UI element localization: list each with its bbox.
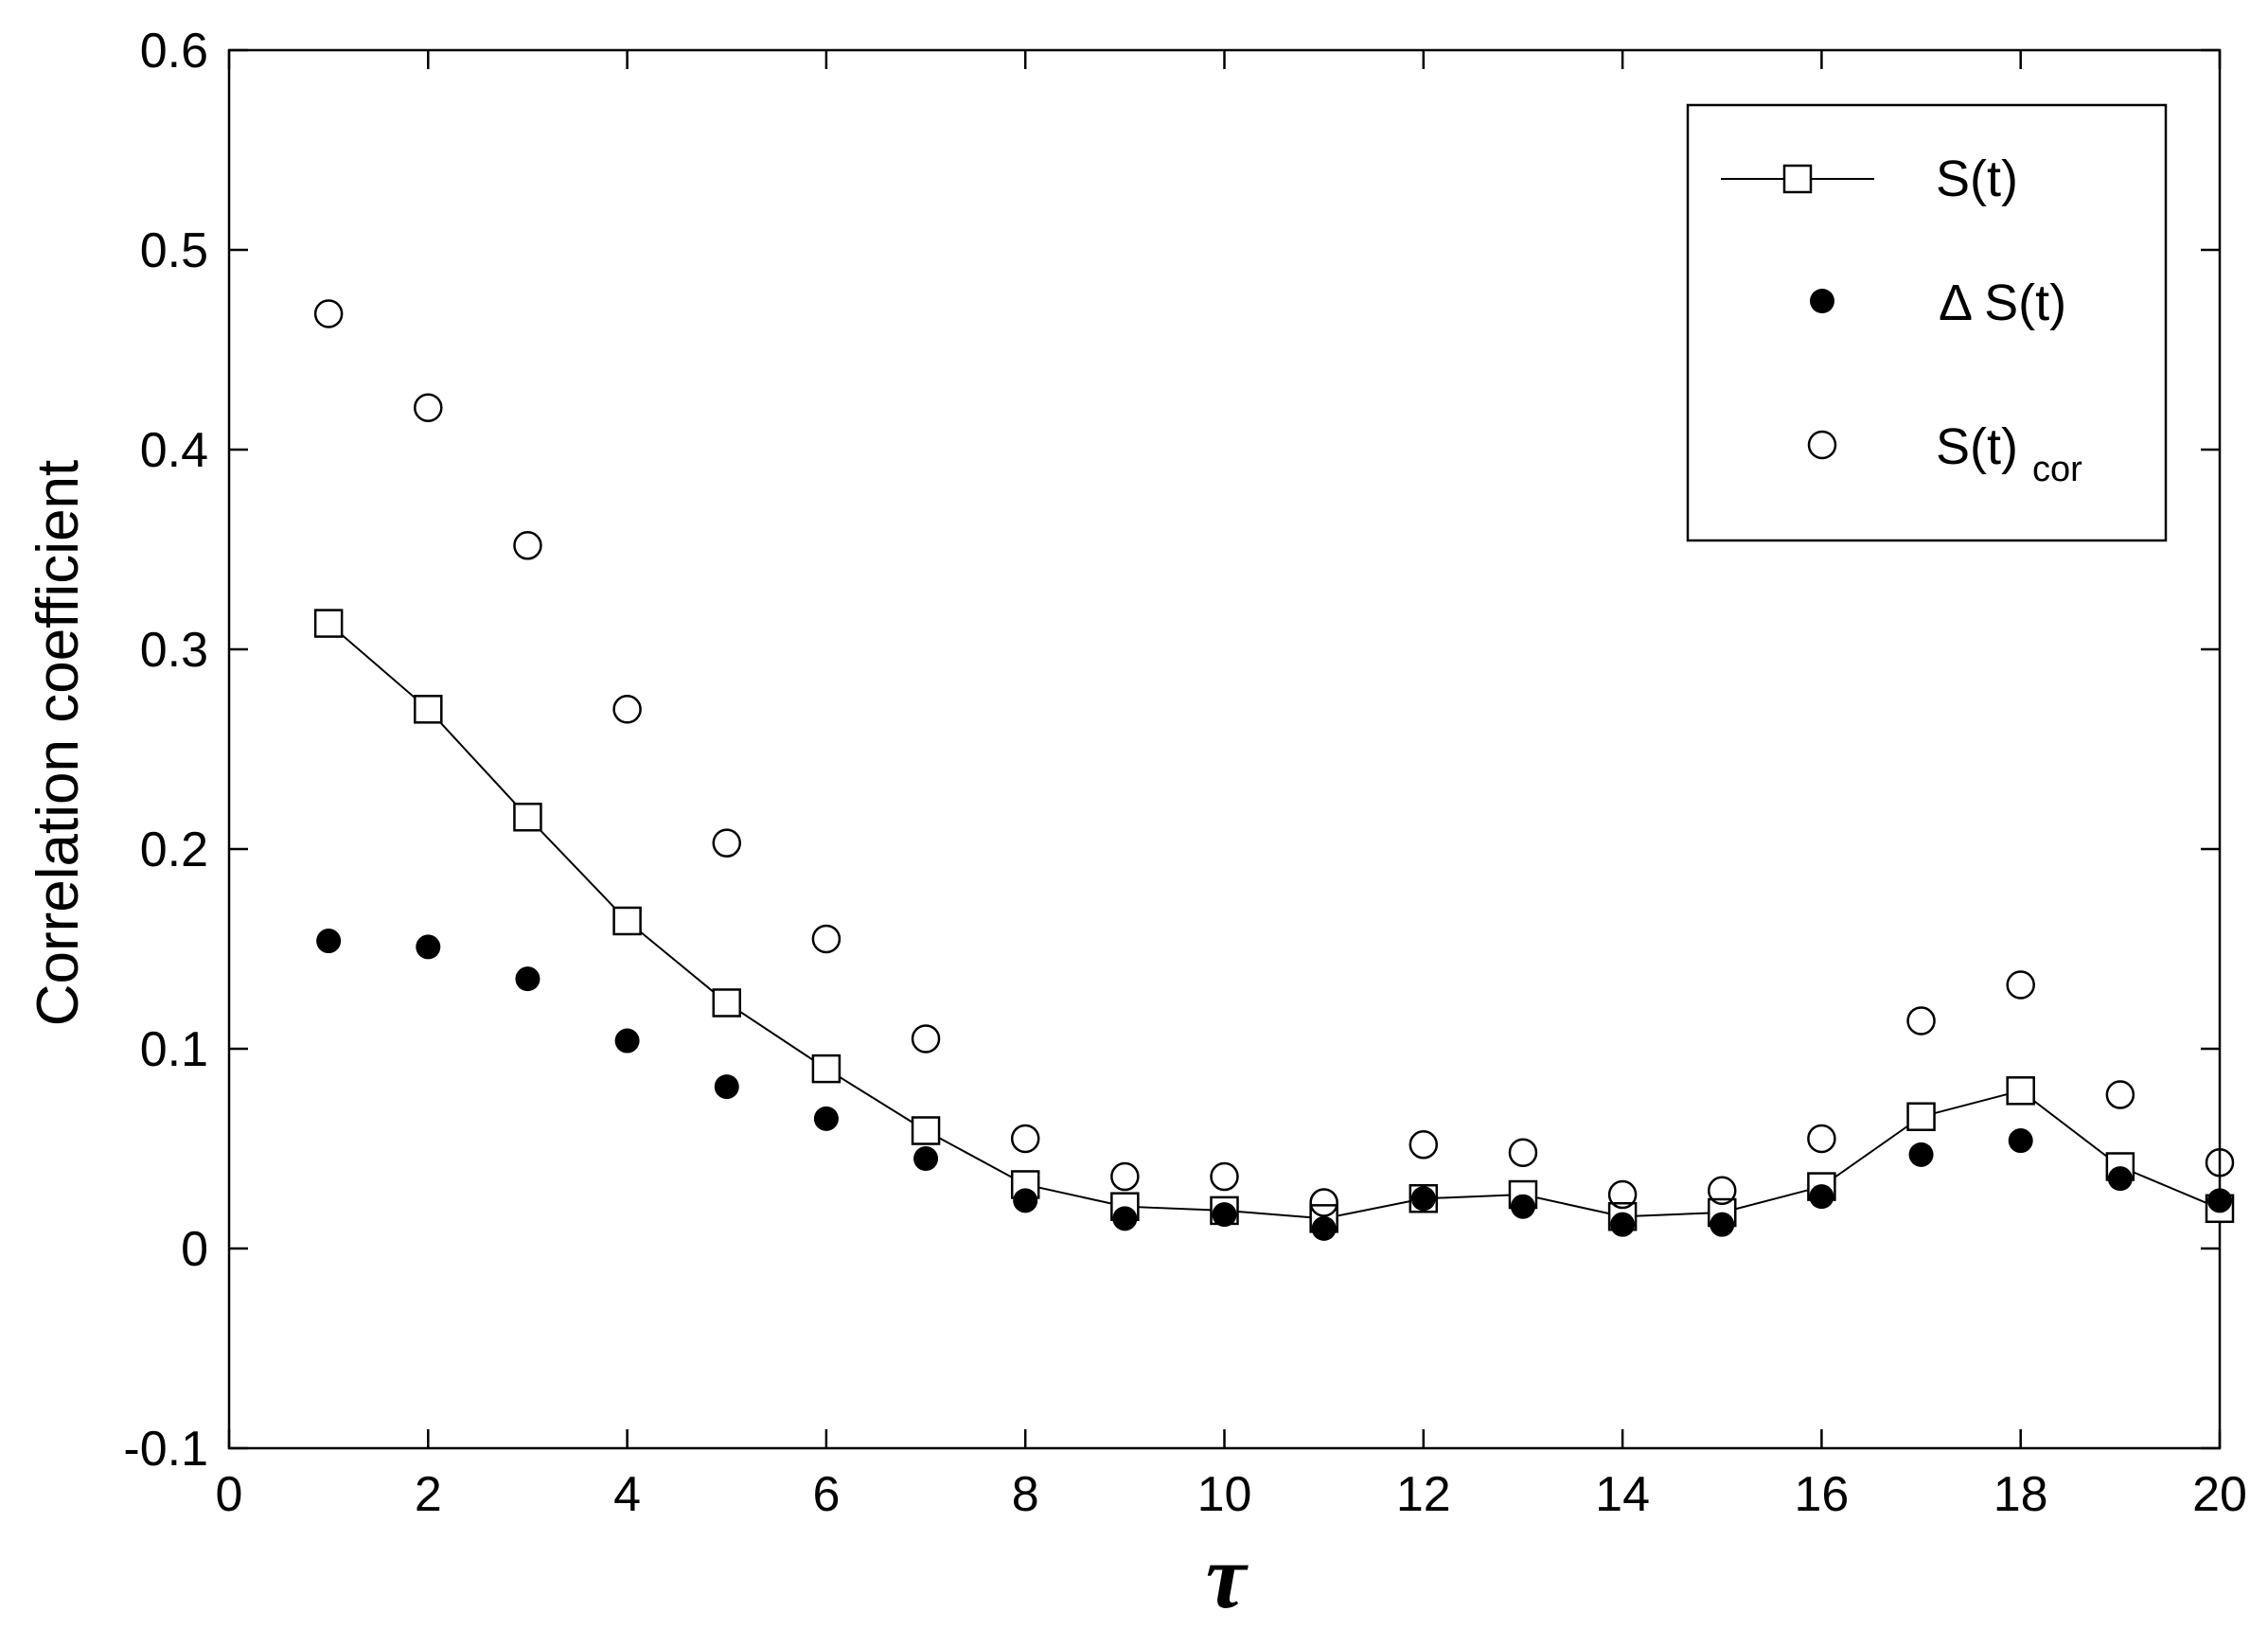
data-point-square — [513, 802, 542, 832]
data-point-open — [911, 1024, 941, 1054]
legend-entry-scor: S(t) cor — [1807, 418, 2082, 489]
x-tick-label: 0 — [216, 1467, 243, 1522]
data-point-filled — [515, 966, 540, 992]
y-tick-label: 0.2 — [140, 823, 208, 877]
data-point-filled — [1212, 1202, 1237, 1228]
data-point-open — [2205, 1148, 2235, 1177]
data-point-filled — [316, 929, 342, 954]
series-layer — [313, 299, 2235, 1241]
data-point-square — [414, 695, 443, 724]
data-point-square — [811, 1054, 842, 1084]
data-point-filled — [2107, 1166, 2133, 1192]
data-point-open — [1906, 1006, 1936, 1036]
data-point-open — [1807, 1124, 1836, 1154]
x-tick-label: 6 — [812, 1467, 840, 1522]
x-tick-label: 18 — [1993, 1467, 2048, 1522]
series-line — [328, 622, 2221, 1220]
data-point-filled — [913, 1146, 939, 1172]
legend-entry-s: S(t) — [1721, 151, 2018, 207]
data-point-open — [2006, 970, 2035, 1000]
data-point-filled — [2008, 1128, 2033, 1154]
data-point-filled — [1311, 1215, 1337, 1241]
data-point-filled — [1610, 1212, 1636, 1237]
legend-label-scor-sub: cor — [2032, 450, 2082, 489]
y-tick-label: 0.6 — [140, 24, 208, 79]
data-point-open — [1607, 1179, 1638, 1210]
x-tick-label: 20 — [2192, 1467, 2247, 1522]
y-tick-label: 0.1 — [140, 1022, 208, 1077]
x-tick-label: 10 — [1197, 1467, 1252, 1522]
legend-marker-scor — [1807, 430, 1837, 460]
data-point-square — [712, 988, 741, 1018]
data-point-filled — [1809, 1184, 1834, 1210]
data-point-filled — [614, 1028, 640, 1054]
x-axis: 0 2 4 6 8 10 12 14 16 18 20 — [216, 50, 2247, 1522]
x-tick-label: 8 — [1012, 1467, 1039, 1522]
data-point-filled — [714, 1074, 739, 1100]
data-point-open — [1110, 1161, 1140, 1192]
y-axis-label: Correlation coefficient — [26, 460, 91, 1027]
data-point-filled — [416, 934, 441, 960]
data-point-filled — [1112, 1206, 1138, 1231]
data-point-filled — [1908, 1142, 1934, 1167]
data-point-open — [1309, 1188, 1338, 1217]
series-1 — [313, 609, 2235, 1233]
data-point-square — [313, 609, 344, 638]
data-point-open — [1708, 1176, 1737, 1206]
data-point-square — [1906, 1102, 1936, 1131]
x-axis-label: τ — [1206, 1526, 1249, 1627]
y-tick-label: 0.4 — [140, 423, 208, 478]
x-tick-label: 2 — [415, 1467, 442, 1522]
x-tick-label: 12 — [1396, 1467, 1451, 1522]
data-point-filled — [1510, 1194, 1535, 1219]
data-point-filled — [2207, 1188, 2232, 1213]
x-tick-label: 14 — [1595, 1467, 1650, 1522]
data-point-filled — [1710, 1212, 1735, 1237]
data-point-square — [612, 906, 642, 936]
legend: S(t) Δ S(t) S(t) cor — [1686, 103, 2168, 542]
data-point-open — [712, 828, 741, 858]
data-point-open — [811, 924, 842, 954]
data-point-open — [513, 531, 542, 560]
data-point-filled — [1013, 1188, 1038, 1213]
data-point-filled — [813, 1106, 839, 1131]
legend-entry-ds: Δ S(t) — [1810, 274, 2066, 331]
data-point-square — [2006, 1076, 2035, 1106]
series-3 — [313, 299, 2235, 1217]
data-point-open — [1210, 1161, 1239, 1192]
x-tick-label: 16 — [1794, 1467, 1849, 1522]
y-tick-label: 0.3 — [140, 623, 208, 678]
y-tick-label: -0.1 — [123, 1422, 208, 1477]
data-point-open — [1010, 1124, 1040, 1154]
data-point-open — [612, 695, 642, 724]
series-2 — [316, 929, 2232, 1241]
legend-label-s: S(t) — [1936, 151, 2018, 207]
y-tick-label: 0 — [181, 1222, 208, 1277]
data-point-square — [911, 1116, 941, 1145]
x-tick-label: 4 — [613, 1467, 641, 1522]
legend-marker-s — [1782, 164, 1813, 194]
legend-label-ds: Δ S(t) — [1939, 274, 2066, 331]
legend-label-scor: S(t) cor — [1936, 418, 2082, 489]
y-axis: -0.1 0 0.1 0.2 0.3 0.4 0.5 0.6 — [123, 24, 2220, 1477]
data-point-open — [1508, 1138, 1538, 1167]
y-tick-label: 0.5 — [140, 223, 208, 278]
data-point-open — [2105, 1080, 2135, 1109]
legend-marker-ds — [1810, 289, 1834, 313]
data-point-open — [313, 299, 344, 328]
data-point-open — [414, 393, 443, 422]
data-point-open — [1409, 1130, 1439, 1160]
legend-label-scor-main: S(t) — [1936, 418, 2018, 475]
legend-box — [1686, 103, 2168, 542]
data-point-filled — [1410, 1186, 1436, 1212]
